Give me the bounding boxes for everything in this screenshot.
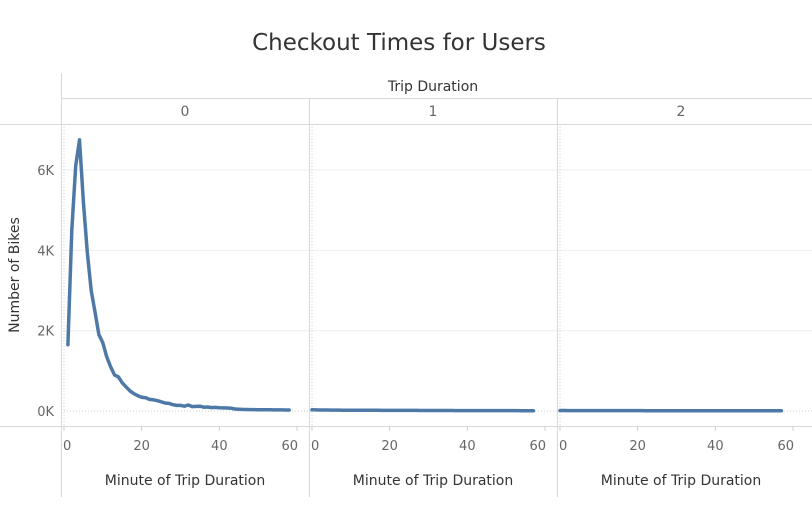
x-axis-title: Minute of Trip Duration — [353, 473, 514, 489]
series-line-panel-1 — [310, 408, 536, 413]
y-tick-label: 2K — [37, 325, 54, 340]
x-tick-label: 60 — [281, 439, 298, 454]
y-axis-title: Number of Bikes — [7, 217, 23, 333]
chart-title: Checkout Times for Users — [252, 30, 546, 56]
series-line-panel-0 — [66, 138, 291, 412]
x-tick-label: 60 — [777, 439, 794, 454]
pane-header-label: 2 — [677, 104, 686, 120]
x-tick-label: 20 — [133, 439, 150, 454]
column-header-title: Trip Duration — [387, 79, 478, 95]
x-tick-label: 0 — [63, 439, 71, 454]
y-tick-label: 0K — [37, 405, 54, 420]
x-axis-title: Minute of Trip Duration — [105, 473, 266, 489]
x-tick-label: 0 — [311, 439, 319, 454]
x-tick-label: 40 — [459, 439, 476, 454]
series-layer — [66, 138, 784, 413]
x-tick-label: 60 — [529, 439, 546, 454]
pane-header-label: 0 — [181, 104, 190, 120]
x-tick-label: 20 — [381, 439, 398, 454]
x-tick-label: 0 — [559, 439, 567, 454]
x-tick-label: 40 — [707, 439, 724, 454]
gridline-layer — [61, 169, 812, 412]
x-tick-label: 20 — [629, 439, 646, 454]
x-tick-label: 40 — [211, 439, 228, 454]
y-tick-label: 6K — [37, 164, 54, 179]
pane-frame-layer — [63, 98, 794, 497]
pane-header-label: 1 — [429, 104, 438, 120]
y-tick-label: 4K — [37, 244, 54, 259]
x-axis-title: Minute of Trip Duration — [601, 473, 762, 489]
